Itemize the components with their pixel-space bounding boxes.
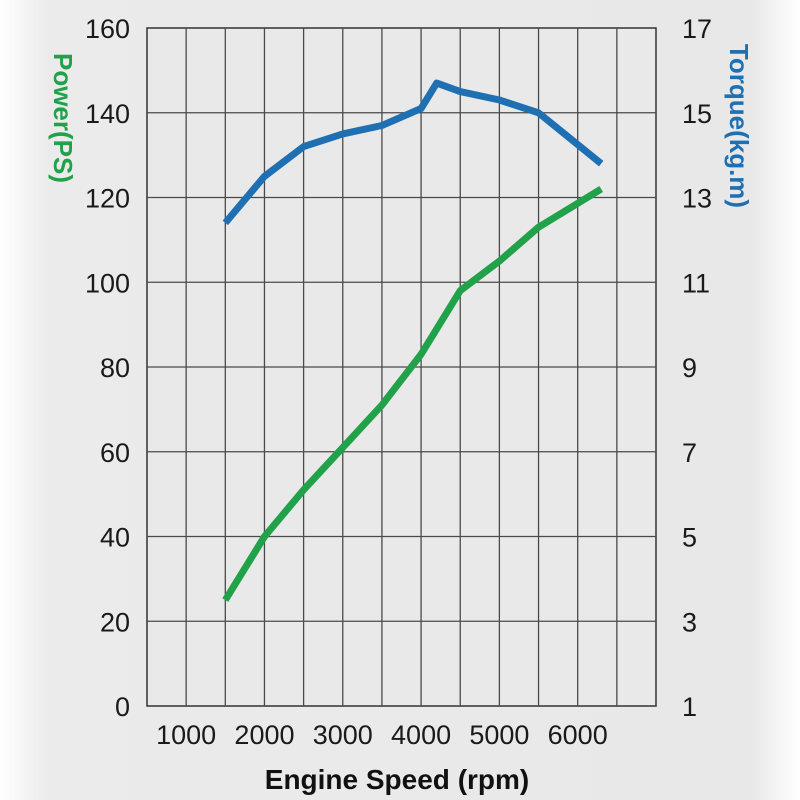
- power-series-line: [222, 186, 604, 602]
- x-tick-label: 4000: [391, 720, 451, 750]
- left-tick-label: 140: [85, 99, 130, 129]
- x-tick-label: 1000: [156, 720, 216, 750]
- left-tick-label: 20: [100, 607, 130, 637]
- left-tick-label: 0: [115, 692, 130, 722]
- right-tick-label: 5: [682, 523, 697, 553]
- right-tick-label: 11: [682, 268, 710, 298]
- x-axis-ticks: 1000 2000 3000 4000 5000 6000: [156, 720, 608, 750]
- grid: [147, 28, 656, 706]
- left-tick-label: 100: [85, 268, 130, 298]
- torque-series-line: [222, 79, 604, 226]
- x-tick-label: 3000: [313, 720, 373, 750]
- x-tick-label: 6000: [548, 720, 608, 750]
- right-tick-label: 9: [682, 353, 697, 383]
- right-tick-label: 1: [682, 692, 697, 722]
- right-tick-label: 3: [682, 607, 697, 637]
- series-layer: [222, 79, 604, 602]
- right-tick-label: 17: [682, 14, 712, 44]
- right-tick-label: 7: [682, 438, 697, 468]
- x-tick-label: 2000: [234, 720, 294, 750]
- x-axis-label: Engine Speed (rpm): [265, 764, 529, 795]
- left-tick-label: 120: [85, 184, 130, 214]
- left-axis-label: Power(PS): [48, 53, 78, 183]
- x-tick-label: 5000: [469, 720, 529, 750]
- left-axis-ticks: 0 20 40 60 80 100 120 140 160: [85, 14, 130, 722]
- right-tick-label: 13: [682, 184, 712, 214]
- right-axis-label: Torque(kg.m): [724, 44, 754, 208]
- left-tick-label: 80: [100, 353, 130, 383]
- left-tick-label: 40: [100, 523, 130, 553]
- left-tick-label: 60: [100, 438, 130, 468]
- right-tick-label: 15: [682, 99, 712, 129]
- left-tick-label: 160: [85, 14, 130, 44]
